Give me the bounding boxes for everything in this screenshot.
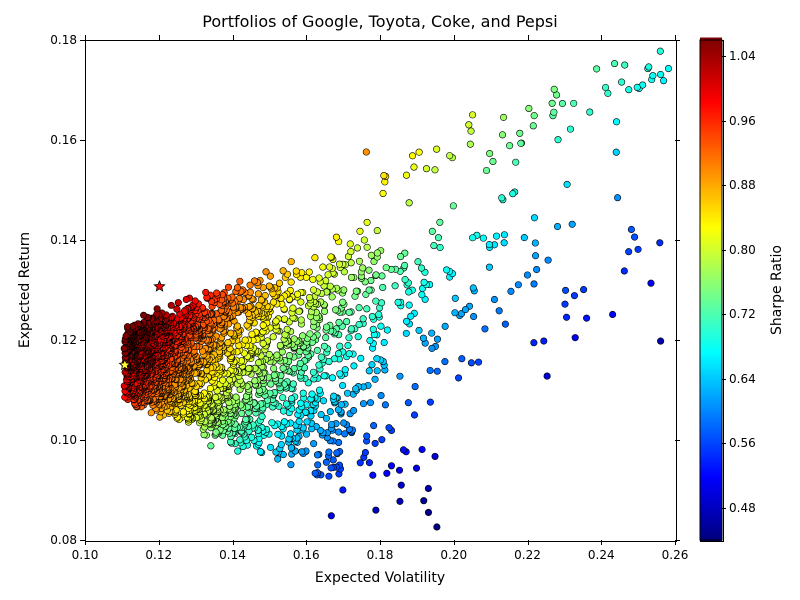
tick-label: 1.04 (729, 49, 756, 63)
tick-label: 0.48 (729, 501, 756, 515)
tick-label: 0.14 (45, 233, 77, 247)
tick-label: 0.22 (514, 548, 541, 562)
tick-label: 0.12 (45, 333, 77, 347)
tick-label: 0.24 (588, 548, 615, 562)
tick-label: 0.18 (367, 548, 394, 562)
tick-label: 0.20 (440, 548, 467, 562)
tick-label: 0.26 (662, 548, 689, 562)
tick-label: 0.80 (729, 243, 756, 257)
tick-label: 0.10 (72, 548, 99, 562)
tick-label: 0.18 (45, 33, 77, 47)
tick-label: 0.08 (45, 533, 77, 547)
colorbar-gradient (0, 0, 800, 600)
tick-label: 0.96 (729, 114, 756, 128)
colorbar-label: Sharpe Ratio (769, 245, 785, 335)
figure: Portfolios of Google, Toyota, Coke, and … (0, 0, 800, 600)
tick-label: 0.72 (729, 307, 756, 321)
tick-label: 0.12 (145, 548, 172, 562)
tick-label: 0.16 (45, 133, 77, 147)
tick-label: 0.16 (293, 548, 320, 562)
tick-label: 0.10 (45, 433, 77, 447)
tick-label: 0.64 (729, 372, 756, 386)
tick-label: 0.88 (729, 178, 756, 192)
tick-label: 0.56 (729, 436, 756, 450)
tick-label: 0.14 (219, 548, 246, 562)
